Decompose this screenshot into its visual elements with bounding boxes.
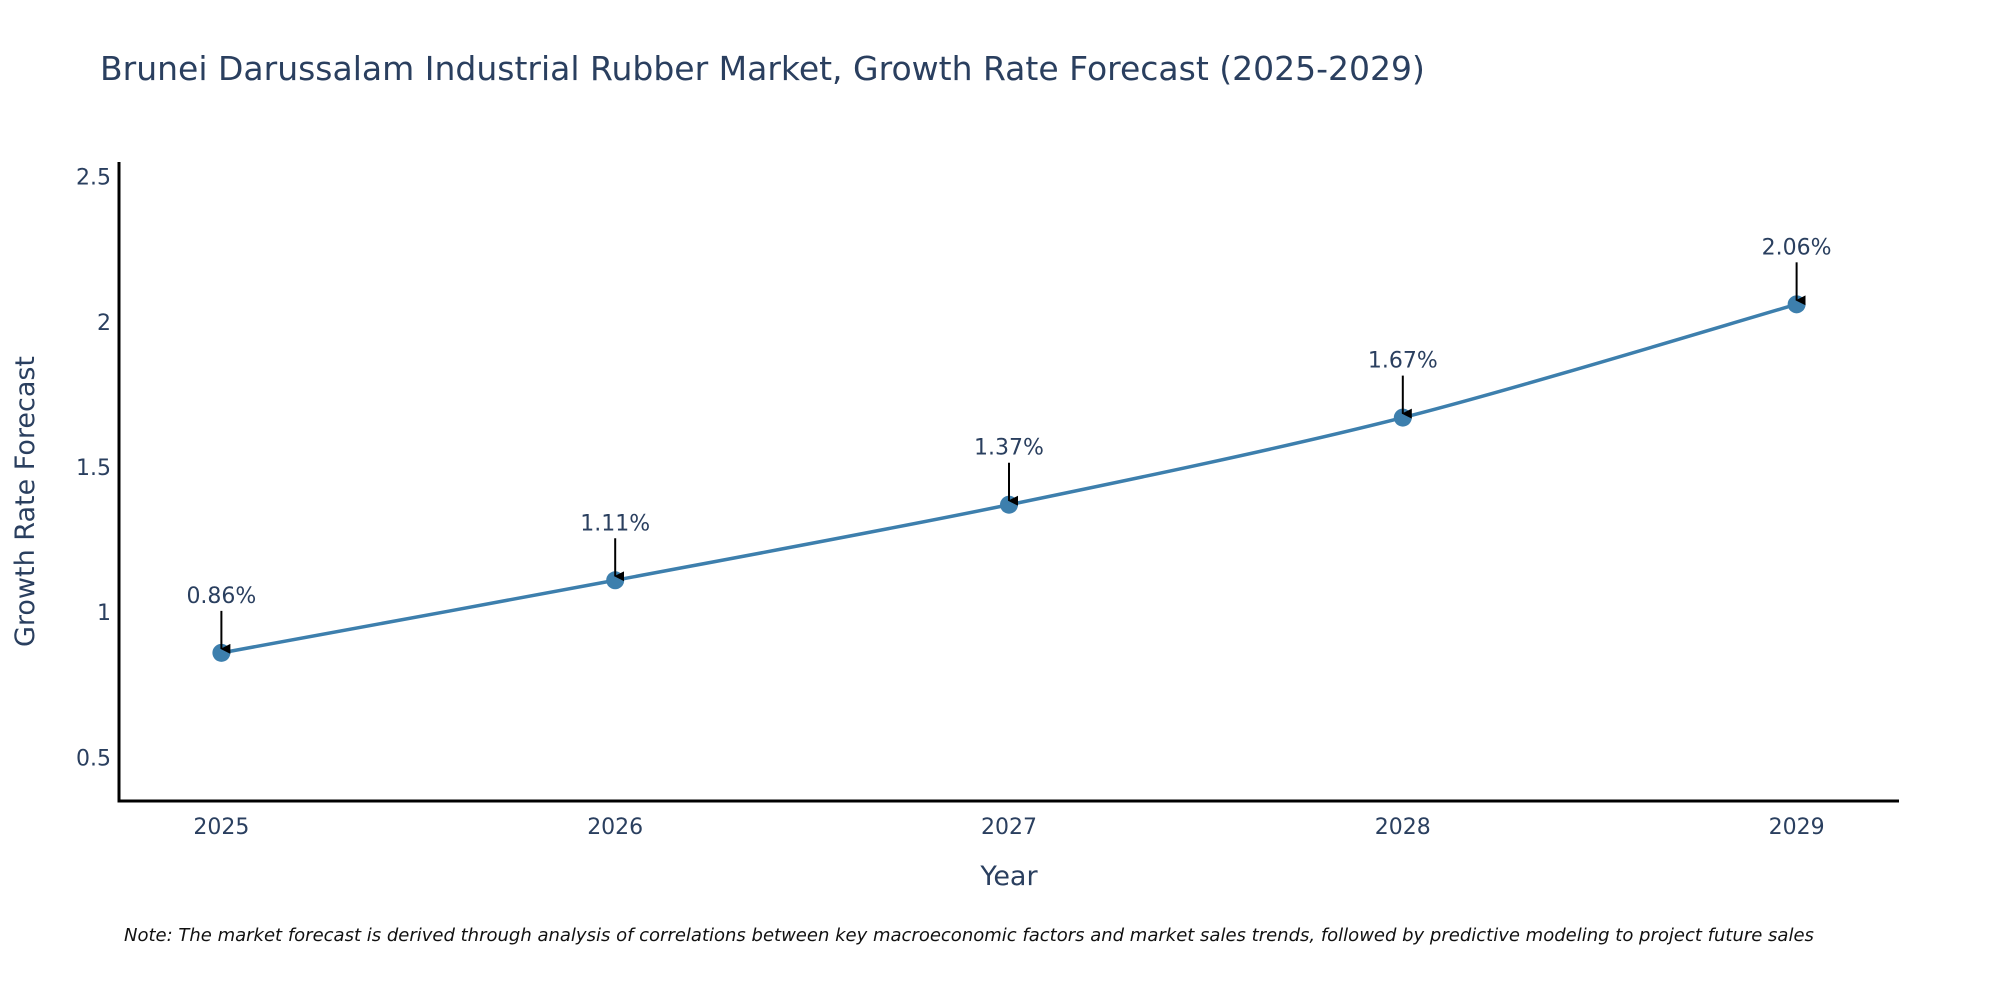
x-tick-label: 2025: [193, 815, 249, 840]
data-label: 0.86%: [186, 584, 256, 609]
x-tick-label: 2028: [1375, 815, 1431, 840]
data-label: 2.06%: [1762, 235, 1832, 260]
y-axis-ticks: 0.5 1 1.5 2 2.5: [76, 166, 111, 772]
data-label: 1.67%: [1368, 349, 1438, 374]
data-label: 1.37%: [974, 436, 1044, 461]
y-tick-label: 1.5: [76, 456, 111, 481]
x-tick-label: 2027: [981, 815, 1037, 840]
x-tick-label: 2026: [587, 815, 643, 840]
data-label: 1.11%: [580, 511, 650, 536]
y-tick-label: 0.5: [76, 746, 111, 771]
y-tick-label: 2: [97, 311, 111, 336]
y-tick-label: 2.5: [76, 166, 111, 191]
y-axis-title: Growth Rate Forecast: [10, 356, 41, 647]
x-tick-label: 2029: [1769, 815, 1825, 840]
x-axis-title: Year: [979, 861, 1038, 892]
data-annotations: 0.86% 1.11% 1.37% 1.67% 2.06%: [186, 235, 1832, 654]
footnote: Note: The market forecast is derived thr…: [124, 925, 1814, 946]
y-tick-label: 1: [97, 601, 111, 626]
chart-title: Brunei Darussalam Industrial Rubber Mark…: [100, 49, 1425, 88]
x-axis-ticks: 2025 2026 2027 2028 2029: [193, 815, 1824, 840]
